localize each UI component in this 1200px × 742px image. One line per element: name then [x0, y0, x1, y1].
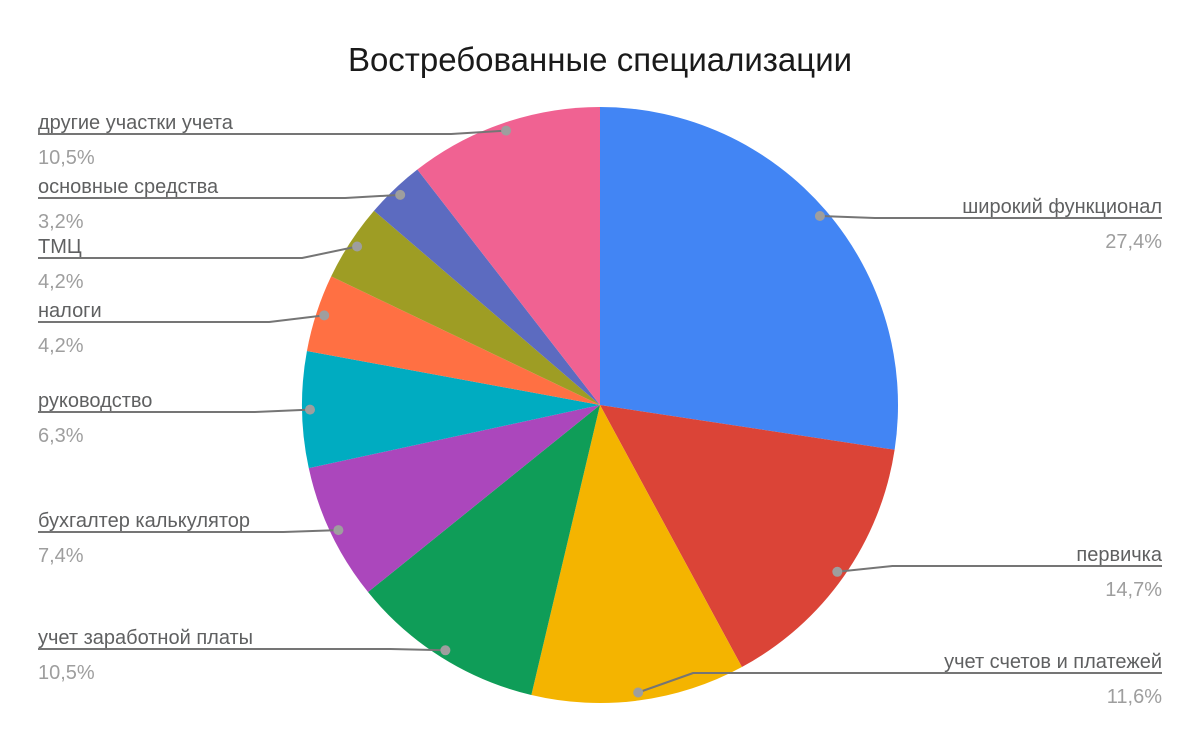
leader-line — [38, 193, 401, 199]
pie-slice — [600, 405, 895, 668]
slice-percent: 4,2% — [38, 335, 84, 357]
pie-slice — [417, 107, 600, 405]
slice-percent: 11,6% — [1107, 686, 1162, 708]
pie-slice — [308, 405, 600, 593]
pie-slice — [331, 210, 600, 405]
leader-dot — [501, 125, 512, 136]
slice-percent: 10,5% — [38, 662, 95, 684]
slice-label: широкий функционал — [962, 196, 1162, 218]
leader-dot — [814, 211, 825, 221]
slice-percent: 7,4% — [38, 545, 84, 567]
leader-line — [38, 129, 507, 135]
slice-percent: 6,3% — [38, 425, 84, 447]
leader-dot — [333, 525, 344, 536]
leader-line — [819, 215, 1162, 219]
slice-label: бухгалтер калькулятор — [38, 510, 250, 532]
slice-percent: 10,5% — [38, 147, 95, 169]
leader-line — [38, 648, 446, 652]
leader-dot — [832, 566, 843, 577]
slice-label: ТМЦ — [38, 236, 82, 258]
slice-percent: 3,2% — [38, 211, 84, 233]
leader-line — [38, 245, 358, 259]
chart-title: Востребованные специализации — [348, 41, 852, 78]
leader-line — [38, 314, 325, 323]
pie-slice — [531, 405, 742, 703]
pie-slice — [306, 276, 600, 405]
slice-percent: 4,2% — [38, 271, 84, 293]
pie-slice — [374, 169, 600, 405]
pie-slice — [301, 351, 600, 469]
pie-slices — [301, 107, 899, 703]
leader-dot — [305, 404, 315, 415]
leader-line — [837, 565, 1162, 573]
slice-label: другие участки учета — [38, 112, 234, 134]
leader-dot — [319, 310, 330, 321]
pie-slice — [368, 405, 600, 695]
slice-label: руководство — [38, 390, 152, 412]
leader-line — [38, 408, 311, 413]
slice-percent: 27,4% — [1105, 231, 1162, 253]
slice-label: учет заработной платы — [38, 627, 253, 649]
leader-line — [637, 672, 1162, 694]
slice-label: основные средства — [38, 176, 219, 198]
slice-label: налоги — [38, 300, 102, 322]
slice-label: первичка — [1076, 544, 1162, 566]
leader-dot — [352, 241, 363, 252]
slice-callouts: широкий функционал 27,4% первичка 14,7% учет… — [38, 112, 1163, 708]
slice-percent: 14,7% — [1105, 579, 1162, 601]
leader-dot — [633, 687, 644, 698]
leader-dot — [395, 189, 406, 200]
leader-dot — [440, 645, 451, 656]
slice-label: учет счетов и платежей — [944, 651, 1162, 673]
pie-slice — [600, 107, 899, 450]
leader-line — [38, 529, 339, 533]
